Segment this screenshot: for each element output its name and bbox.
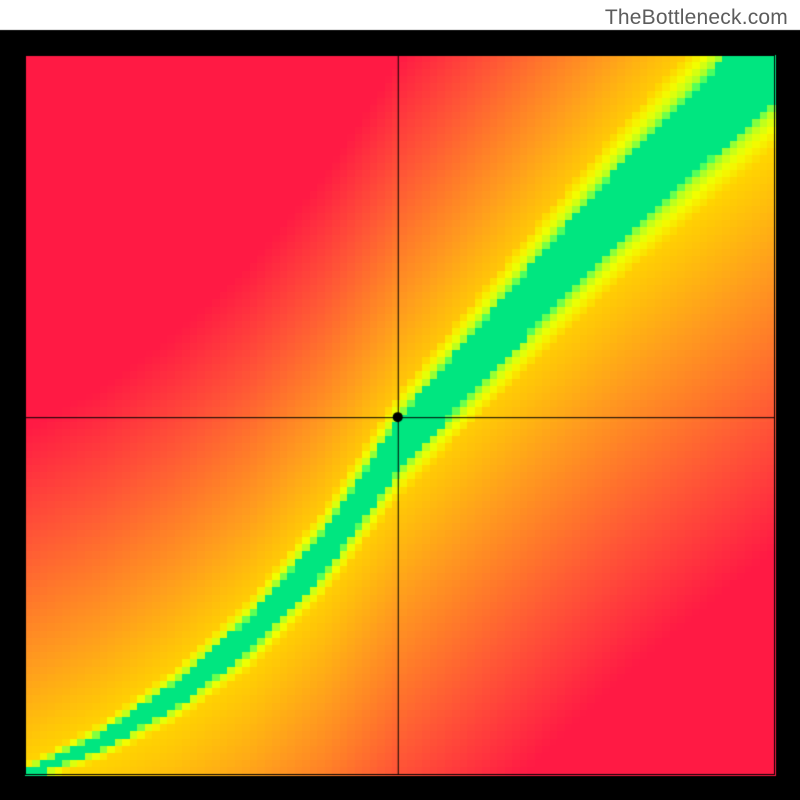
bottleneck-heatmap bbox=[0, 0, 800, 800]
watermark-text: TheBottleneck.com bbox=[605, 6, 788, 30]
heatmap-canvas bbox=[0, 0, 800, 800]
